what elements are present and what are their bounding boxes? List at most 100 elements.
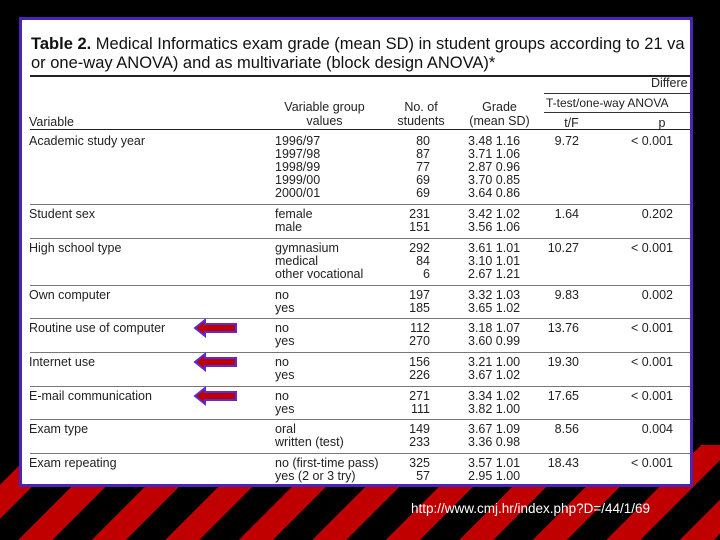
row-group-value: no <box>275 354 289 369</box>
row-tf: 13.76 <box>547 321 579 336</box>
row-student-count: 112 <box>410 321 430 336</box>
header-group-line1: Variable group <box>284 100 365 114</box>
header-ttest-rule <box>544 112 690 113</box>
row-grade: 2.87 0.96 <box>468 160 521 175</box>
row-variable: E-mail communication <box>29 388 152 403</box>
row-group-value: medical <box>275 253 319 268</box>
header-grade-line2: (mean SD) <box>469 114 530 128</box>
row-p: < 0.001 <box>630 240 673 255</box>
row-student-count: 111 <box>410 401 430 416</box>
row-variable: Exam type <box>29 422 89 437</box>
row-p: 0.202 <box>641 207 673 221</box>
row-group-value: female <box>275 207 313 221</box>
row-grade: 3.10 1.01 <box>468 253 521 268</box>
row-variable: Routine use of computer <box>29 321 166 336</box>
header-tf: t/F <box>564 116 579 130</box>
row-grade: 3.57 1.01 <box>468 456 521 470</box>
row-tf: 17.65 <box>547 388 579 403</box>
row-student-count: 69 <box>416 186 430 201</box>
row-grade: 3.64 0.86 <box>468 186 521 201</box>
row-tf: 1.64 <box>554 207 579 221</box>
row-grade: 2.67 1.21 <box>468 266 521 281</box>
header-students-line2: students <box>397 114 445 128</box>
row-group-value: yes <box>275 368 295 382</box>
row-variable: Academic study year <box>29 134 146 148</box>
row-group-value: 1998/99 <box>275 160 321 175</box>
row-grade: 3.67 1.09 <box>468 422 521 437</box>
row-grade: 3.48 1.16 <box>468 134 521 148</box>
row-group-value: yes (2 or 3 try) <box>275 469 356 484</box>
row-student-count: 271 <box>409 388 430 403</box>
row-group-value: male <box>275 220 303 235</box>
row-tf: 9.72 <box>554 134 579 148</box>
row-separator <box>30 318 690 320</box>
row-grade: 3.61 1.01 <box>468 240 521 255</box>
table-image-frame: Table 2. Medical Informatics exam grade … <box>19 17 693 487</box>
row-student-count: 226 <box>409 368 430 382</box>
row-separator <box>30 351 690 353</box>
row-variable: Student sex <box>29 207 96 221</box>
row-variable: Own computer <box>29 287 111 302</box>
row-separator <box>30 204 690 205</box>
row-p: < 0.001 <box>630 456 673 470</box>
row-group-value: yes <box>275 300 295 315</box>
row-separator <box>30 385 690 387</box>
row-grade: 3.34 1.02 <box>468 388 521 403</box>
row-tf: 10.27 <box>547 240 579 255</box>
header-students-line1: No. of <box>404 100 438 114</box>
header-variable: Variable <box>29 115 74 129</box>
row-student-count: 231 <box>409 207 430 221</box>
row-separator <box>30 419 690 421</box>
table-title-label: Table 2. <box>31 35 92 53</box>
row-group-value: yes <box>275 334 295 349</box>
row-group-value: 1996/97 <box>275 134 321 148</box>
row-group-value: no <box>275 287 289 302</box>
source-url[interactable]: http://www.cmj.hr/index.php?D=/44/1/69 <box>411 501 651 516</box>
red-pointer-arrow-icon <box>193 351 237 372</box>
row-student-count: 149 <box>409 422 430 437</box>
row-group-value: 1997/98 <box>275 147 321 162</box>
header-p: p <box>658 116 666 130</box>
header-group-line2: values <box>306 114 343 128</box>
row-p: 0.002 <box>641 287 673 302</box>
row-variable: Internet use <box>29 354 96 369</box>
row-group-value: no <box>275 321 289 336</box>
row-group-value: 2000/01 <box>275 186 321 201</box>
row-grade: 3.32 1.03 <box>468 287 521 302</box>
row-group-value: no (first-time pass) <box>275 456 379 470</box>
row-grade: 3.21 1.00 <box>468 354 521 369</box>
row-variable: High school type <box>29 240 122 255</box>
row-student-count: 270 <box>409 334 430 349</box>
row-grade: 3.70 0.85 <box>468 173 521 188</box>
row-grade: 3.56 1.06 <box>468 220 521 235</box>
row-p: < 0.001 <box>630 354 673 369</box>
header-grade: Grade (mean SD) <box>462 100 537 128</box>
row-student-count: 57 <box>416 469 430 484</box>
row-grade: 2.95 1.00 <box>468 469 521 484</box>
row-grade: 3.71 1.06 <box>468 147 521 162</box>
row-tf: 8.56 <box>554 422 579 437</box>
row-student-count: 69 <box>416 173 430 188</box>
row-student-count: 151 <box>409 220 430 235</box>
row-grade: 3.82 1.00 <box>468 401 521 416</box>
row-student-count: 156 <box>409 354 430 369</box>
header-group: Variable group values <box>277 100 372 128</box>
row-p: 0.004 <box>641 422 673 437</box>
row-grade: 3.18 1.07 <box>468 321 521 336</box>
header-grade-line1: Grade <box>482 100 517 114</box>
row-student-count: 84 <box>416 253 430 268</box>
row-grade: 3.42 1.02 <box>468 207 521 221</box>
table-title-line2: or one-way ANOVA) and as multivariate (b… <box>31 54 496 72</box>
row-student-count: 197 <box>409 287 430 302</box>
header-students: No. of students <box>392 100 450 128</box>
row-student-count: 6 <box>423 266 430 281</box>
row-group-value: other vocational <box>275 266 364 281</box>
row-student-count: 325 <box>409 456 430 470</box>
header-ttest: T-test/one-way ANOVA <box>546 96 669 110</box>
row-tf: 9.83 <box>554 287 579 302</box>
row-variable: Exam repeating <box>29 456 117 470</box>
row-separator <box>30 284 690 286</box>
header-bottom-rule <box>30 129 690 130</box>
row-p: < 0.001 <box>630 134 673 148</box>
row-group-value: yes <box>275 401 295 416</box>
